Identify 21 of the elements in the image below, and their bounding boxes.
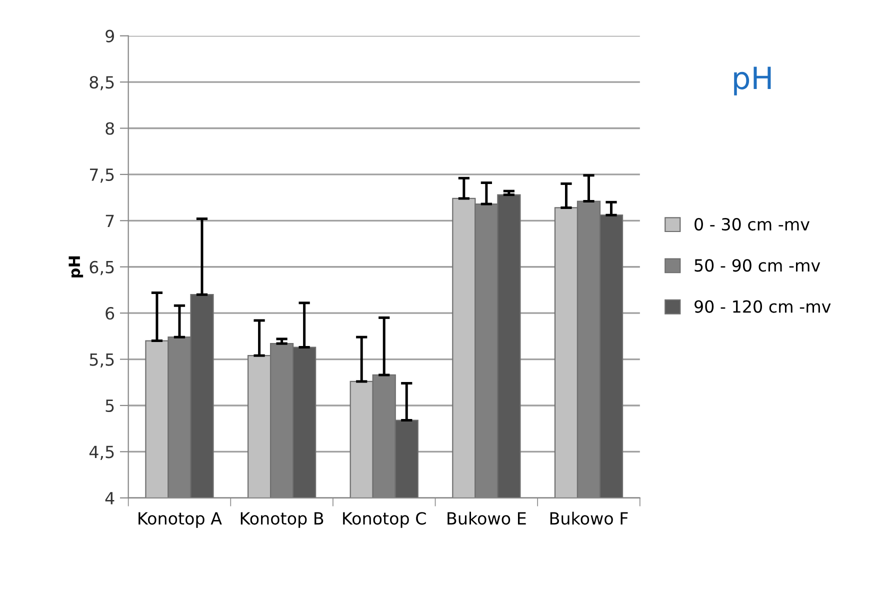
y-tick-label: 6 (106, 307, 114, 320)
y-tick-label: 5,5 (90, 353, 114, 368)
y-tick-label: 4 (105, 492, 114, 504)
x-tick-label: Konotop B (240, 512, 324, 528)
y-axis-title: pH (68, 256, 84, 278)
x-tick-label: Bukowo E (448, 512, 526, 525)
legend-label: 90 - 120 cm -mv (694, 300, 831, 313)
y-tick-label: 8,5 (90, 76, 114, 90)
y-tick-label: 6,5 (90, 260, 114, 276)
text: pH (734, 66, 771, 96)
legend-label: 0 - 30 cm -mv (694, 218, 810, 231)
y-tick-label: 9 (106, 30, 114, 42)
y-tick-label: 4,5 (89, 446, 114, 460)
y-tick-label: 8 (106, 122, 114, 135)
x-tick-label: Konotop A (138, 512, 222, 528)
y-tick-label: 7,5 (90, 168, 114, 183)
y-tick-label: 5 (106, 400, 114, 412)
y-tick-label: 7 (106, 214, 114, 227)
x-tick-label: Bukowo F (550, 512, 628, 525)
x-tick-label: Konotop C (343, 512, 426, 528)
legend-label: 50 - 90 cm -mv (694, 259, 820, 272)
